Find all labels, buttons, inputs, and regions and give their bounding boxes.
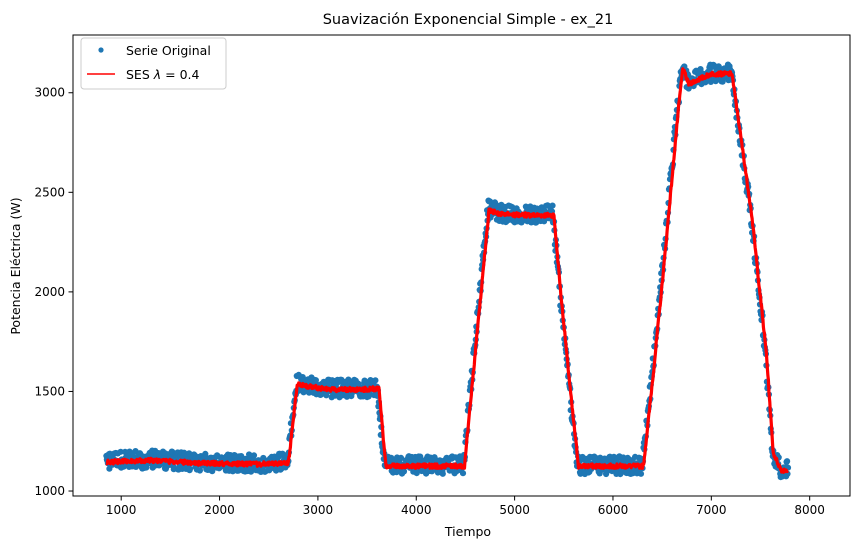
- data-point: [486, 198, 494, 205]
- data-point: [312, 377, 319, 384]
- data-point: [117, 448, 124, 455]
- x-tick-label: 7000: [696, 503, 727, 517]
- x-tick-label: 8000: [794, 503, 825, 517]
- x-axis-label: Tiempo: [444, 524, 491, 539]
- x-tick-label: 4000: [401, 503, 432, 517]
- y-tick-label: 2500: [34, 185, 65, 199]
- data-point: [400, 468, 408, 475]
- y-axis-label: Potencia Eléctrica (W): [8, 197, 23, 334]
- data-point: [549, 202, 556, 209]
- chart-title: Suavización Exponencial Simple - ex_21: [323, 12, 614, 28]
- data-point: [196, 467, 203, 474]
- data-point: [170, 466, 177, 473]
- x-tick-label: 2000: [204, 503, 235, 517]
- legend-ses-suffix: = 0.4: [161, 67, 199, 82]
- legend-label-original: Serie Original: [126, 43, 211, 58]
- x-tick-label: 5000: [499, 503, 530, 517]
- data-point: [323, 392, 330, 399]
- data-point: [246, 451, 253, 458]
- data-point: [250, 452, 258, 459]
- y-tick-label: 1500: [34, 384, 65, 398]
- y-tick-label: 3000: [34, 86, 65, 100]
- legend-ses-prefix: SES: [126, 67, 154, 82]
- legend-label-ses: SES λ = 0.4: [126, 67, 200, 82]
- data-point: [372, 377, 379, 384]
- legend-ses-lambda: λ: [153, 67, 161, 82]
- data-point: [247, 468, 255, 475]
- x-tick-label: 6000: [598, 503, 629, 517]
- x-tick-label: 3000: [303, 503, 334, 517]
- data-point: [417, 453, 424, 460]
- legend-marker-original: [98, 47, 104, 53]
- data-point: [459, 470, 467, 477]
- plot-area: [103, 61, 792, 481]
- data-point: [209, 468, 216, 475]
- x-tick-label: 1000: [106, 503, 137, 517]
- legend: Serie Original SES λ = 0.4: [80, 37, 227, 90]
- data-point: [186, 465, 194, 472]
- y-tick-label: 1000: [34, 484, 65, 498]
- data-point: [784, 458, 791, 465]
- data-point: [637, 470, 645, 477]
- y-tick-label: 2000: [34, 285, 65, 299]
- data-point: [439, 470, 446, 477]
- data-point: [397, 454, 405, 461]
